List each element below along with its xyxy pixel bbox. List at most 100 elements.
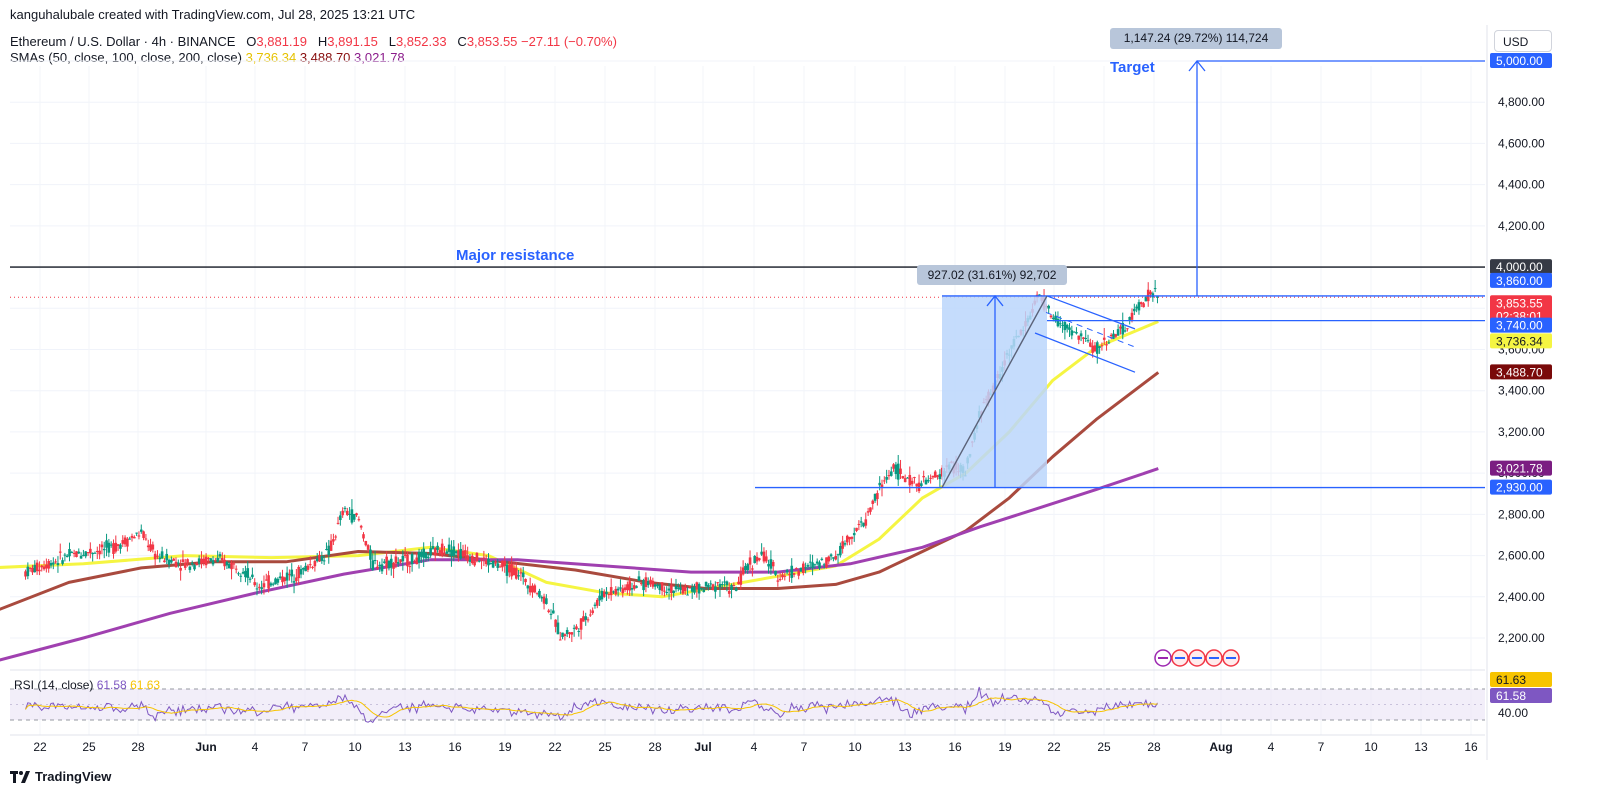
candle-body — [281, 576, 284, 583]
candle-body — [56, 563, 60, 566]
candle-body — [128, 538, 131, 540]
candle-body — [547, 610, 550, 613]
candle-body — [626, 584, 629, 591]
candle-body — [408, 566, 412, 568]
currency-selector[interactable]: USD — [1494, 30, 1552, 52]
candle-body — [1065, 324, 1069, 329]
candle-body — [258, 586, 261, 588]
symbol-legend: Ethereum / U.S. Dollar · 4h · BINANCE O3… — [10, 34, 617, 49]
candle-body — [802, 563, 805, 573]
candle-body — [177, 562, 180, 564]
candle-body — [589, 614, 592, 616]
candle-body — [422, 548, 425, 558]
candle-body — [116, 544, 120, 546]
candle-body — [123, 537, 127, 545]
flag-lower — [1034, 332, 1136, 373]
candle-body — [598, 595, 601, 601]
candle-body — [720, 584, 724, 586]
candle-body — [908, 474, 912, 486]
candle-body — [723, 581, 726, 583]
candle-body — [220, 557, 224, 561]
candle-body — [357, 519, 361, 521]
candle-body — [230, 562, 233, 570]
candle-body — [839, 545, 842, 556]
candle-body — [144, 538, 148, 540]
candle-body — [913, 477, 916, 479]
candle-body — [207, 558, 210, 560]
rsi-ma-value: 61.63 — [130, 678, 161, 692]
candle-body — [1079, 333, 1083, 337]
candle-body — [1061, 324, 1064, 326]
drawings: Major resistance Target 927.02 (31.61%) 92… — [10, 28, 1485, 667]
candle-body — [248, 578, 252, 580]
sma200-line — [0, 467, 1159, 662]
candle-body — [253, 582, 256, 586]
candle-body — [38, 569, 41, 572]
candle-body — [487, 559, 490, 566]
candle-body — [792, 573, 796, 575]
candle-body — [718, 583, 722, 588]
candle-body — [68, 548, 71, 557]
pole-measure-box — [917, 265, 1067, 285]
candle-body — [179, 567, 182, 571]
candle-body — [1095, 342, 1099, 354]
candles — [24, 279, 1159, 642]
time-tick-label: 16 — [448, 740, 462, 754]
candle-body — [714, 586, 717, 592]
candle-body — [1070, 330, 1074, 336]
candle-body — [540, 596, 544, 599]
candle-body — [278, 576, 282, 579]
candle-body — [383, 561, 386, 563]
candle-body — [531, 585, 534, 593]
candle-body — [1144, 296, 1148, 302]
candle-body — [387, 560, 391, 569]
candle-body — [887, 475, 891, 477]
candle-body — [440, 543, 444, 556]
price-badge — [1490, 317, 1552, 333]
candle-body — [473, 561, 476, 566]
candle-body — [369, 549, 372, 560]
candle-body — [744, 565, 747, 571]
candle-body — [167, 559, 171, 565]
candle-body — [929, 477, 932, 479]
candle-body — [82, 554, 85, 556]
candle-body — [774, 570, 777, 575]
candle-body — [255, 588, 259, 590]
candle-body — [512, 567, 516, 576]
candle-body — [345, 510, 349, 515]
candle-body — [876, 493, 879, 500]
candle-body — [1047, 305, 1050, 309]
rsi-badge-label: 61.58 — [1496, 689, 1526, 703]
candle-body — [283, 577, 287, 582]
candle-body — [429, 548, 432, 556]
candle-body — [707, 584, 710, 588]
tradingview-logo-icon — [10, 770, 30, 783]
price-tick-label: 4,200.00 — [1498, 219, 1545, 233]
tradingview-logo[interactable]: TradingView — [10, 769, 111, 784]
candle-body — [392, 562, 395, 569]
rsi-value: 61.58 — [96, 678, 127, 692]
candle-body — [519, 572, 523, 574]
candle-body — [126, 538, 129, 547]
candle-body — [621, 588, 625, 594]
time-tick-label: 25 — [1097, 740, 1111, 754]
candle-body — [767, 564, 770, 567]
candle-body — [362, 534, 365, 539]
candle-body — [760, 551, 763, 555]
candle-body — [47, 561, 50, 569]
candle-body — [1102, 337, 1106, 340]
candle-body — [633, 585, 636, 589]
candle-body — [475, 552, 479, 562]
candle-body — [112, 543, 115, 554]
candle-body — [304, 565, 307, 572]
candle-body — [873, 493, 877, 501]
time-tick-label: 22 — [33, 740, 47, 754]
candle-body — [452, 546, 456, 556]
candle-body — [1112, 333, 1115, 339]
candle-body — [496, 563, 500, 568]
candle-body — [491, 560, 495, 568]
candle-body — [591, 610, 594, 614]
candle-body — [575, 626, 578, 630]
candle-body — [1149, 291, 1152, 295]
